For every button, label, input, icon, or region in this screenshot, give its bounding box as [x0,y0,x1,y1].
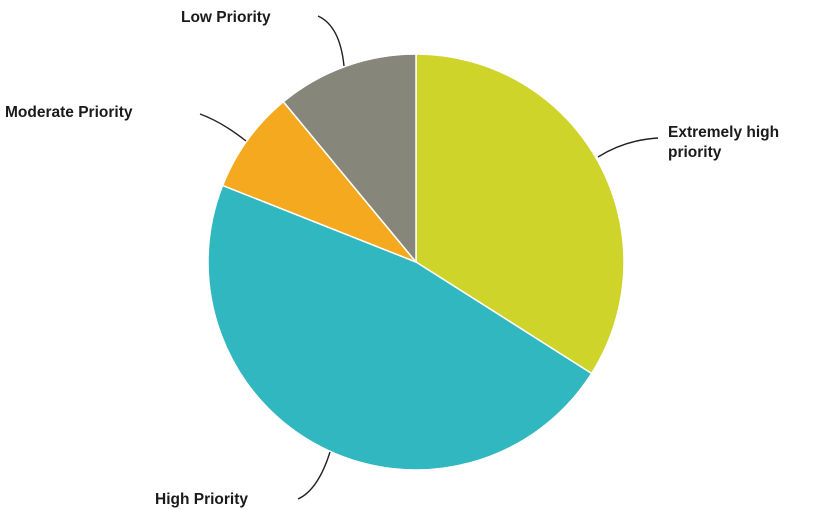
leader-lines [199,15,659,500]
leader-line-moderate-priority [199,113,247,142]
leader-line-high-priority [297,451,331,500]
slice-label-line: priority [668,144,722,161]
leader-line-extremely-high-priority [597,137,659,158]
slice-labels: Extremely high priority High Priority Moder… [5,9,779,508]
slice-label-moderate-priority: Moderate Priority [5,104,133,121]
slice-label-high-priority: High Priority [155,491,248,508]
pie-slice-high-priority [207,184,593,471]
slice-label-line: Moderate Priority [5,104,133,121]
pie-slice-extremely-high-priority [415,53,625,375]
slice-label-line: Extremely high [668,124,779,141]
slice-label-line: High Priority [155,491,248,508]
pie-slices [207,53,625,471]
pie-slice-moderate-priority [221,100,417,263]
pie-slice-low-priority [282,53,417,263]
leader-line-low-priority [317,15,345,67]
slice-label-low-priority: Low Priority [181,9,271,26]
slice-label-extremely-high-priority: Extremely high priority [668,124,779,161]
slice-label-line: Low Priority [181,9,271,26]
